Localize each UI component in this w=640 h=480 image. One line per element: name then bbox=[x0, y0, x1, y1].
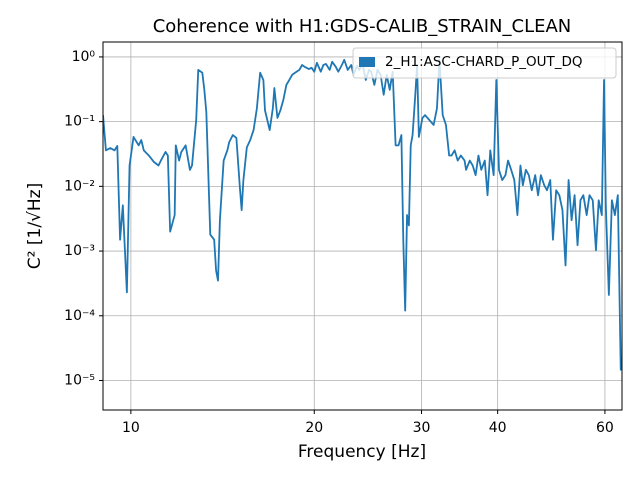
legend-swatch bbox=[359, 57, 375, 67]
legend-label: 2_H1:ASC-CHARD_P_OUT_DQ bbox=[385, 54, 582, 70]
x-tick-label: 20 bbox=[305, 420, 323, 436]
y-tick-label: 10⁻² bbox=[64, 178, 95, 194]
x-tick-label: 30 bbox=[413, 420, 431, 436]
plot-frame bbox=[102, 41, 623, 411]
y-tick-label: 10⁻⁵ bbox=[64, 372, 95, 388]
x-axis-label: Frequency [Hz] bbox=[298, 442, 426, 462]
y-tick-label: 10⁻³ bbox=[64, 243, 95, 259]
chart-title: Coherence with H1:GDS-CALIB_STRAIN_CLEAN bbox=[153, 16, 572, 37]
y-axis-label: C² [1/√Hz] bbox=[25, 183, 45, 269]
y-tick-label: 10⁻⁴ bbox=[64, 308, 95, 324]
y-tick-label: 10⁰ bbox=[72, 49, 96, 65]
data-line bbox=[103, 58, 622, 371]
legend-box bbox=[352, 47, 617, 79]
x-tick-label: 10 bbox=[122, 420, 140, 436]
x-tick-label: 60 bbox=[596, 420, 614, 436]
y-tick-label: 10⁻¹ bbox=[64, 114, 95, 130]
x-tick-label: 40 bbox=[489, 420, 507, 436]
